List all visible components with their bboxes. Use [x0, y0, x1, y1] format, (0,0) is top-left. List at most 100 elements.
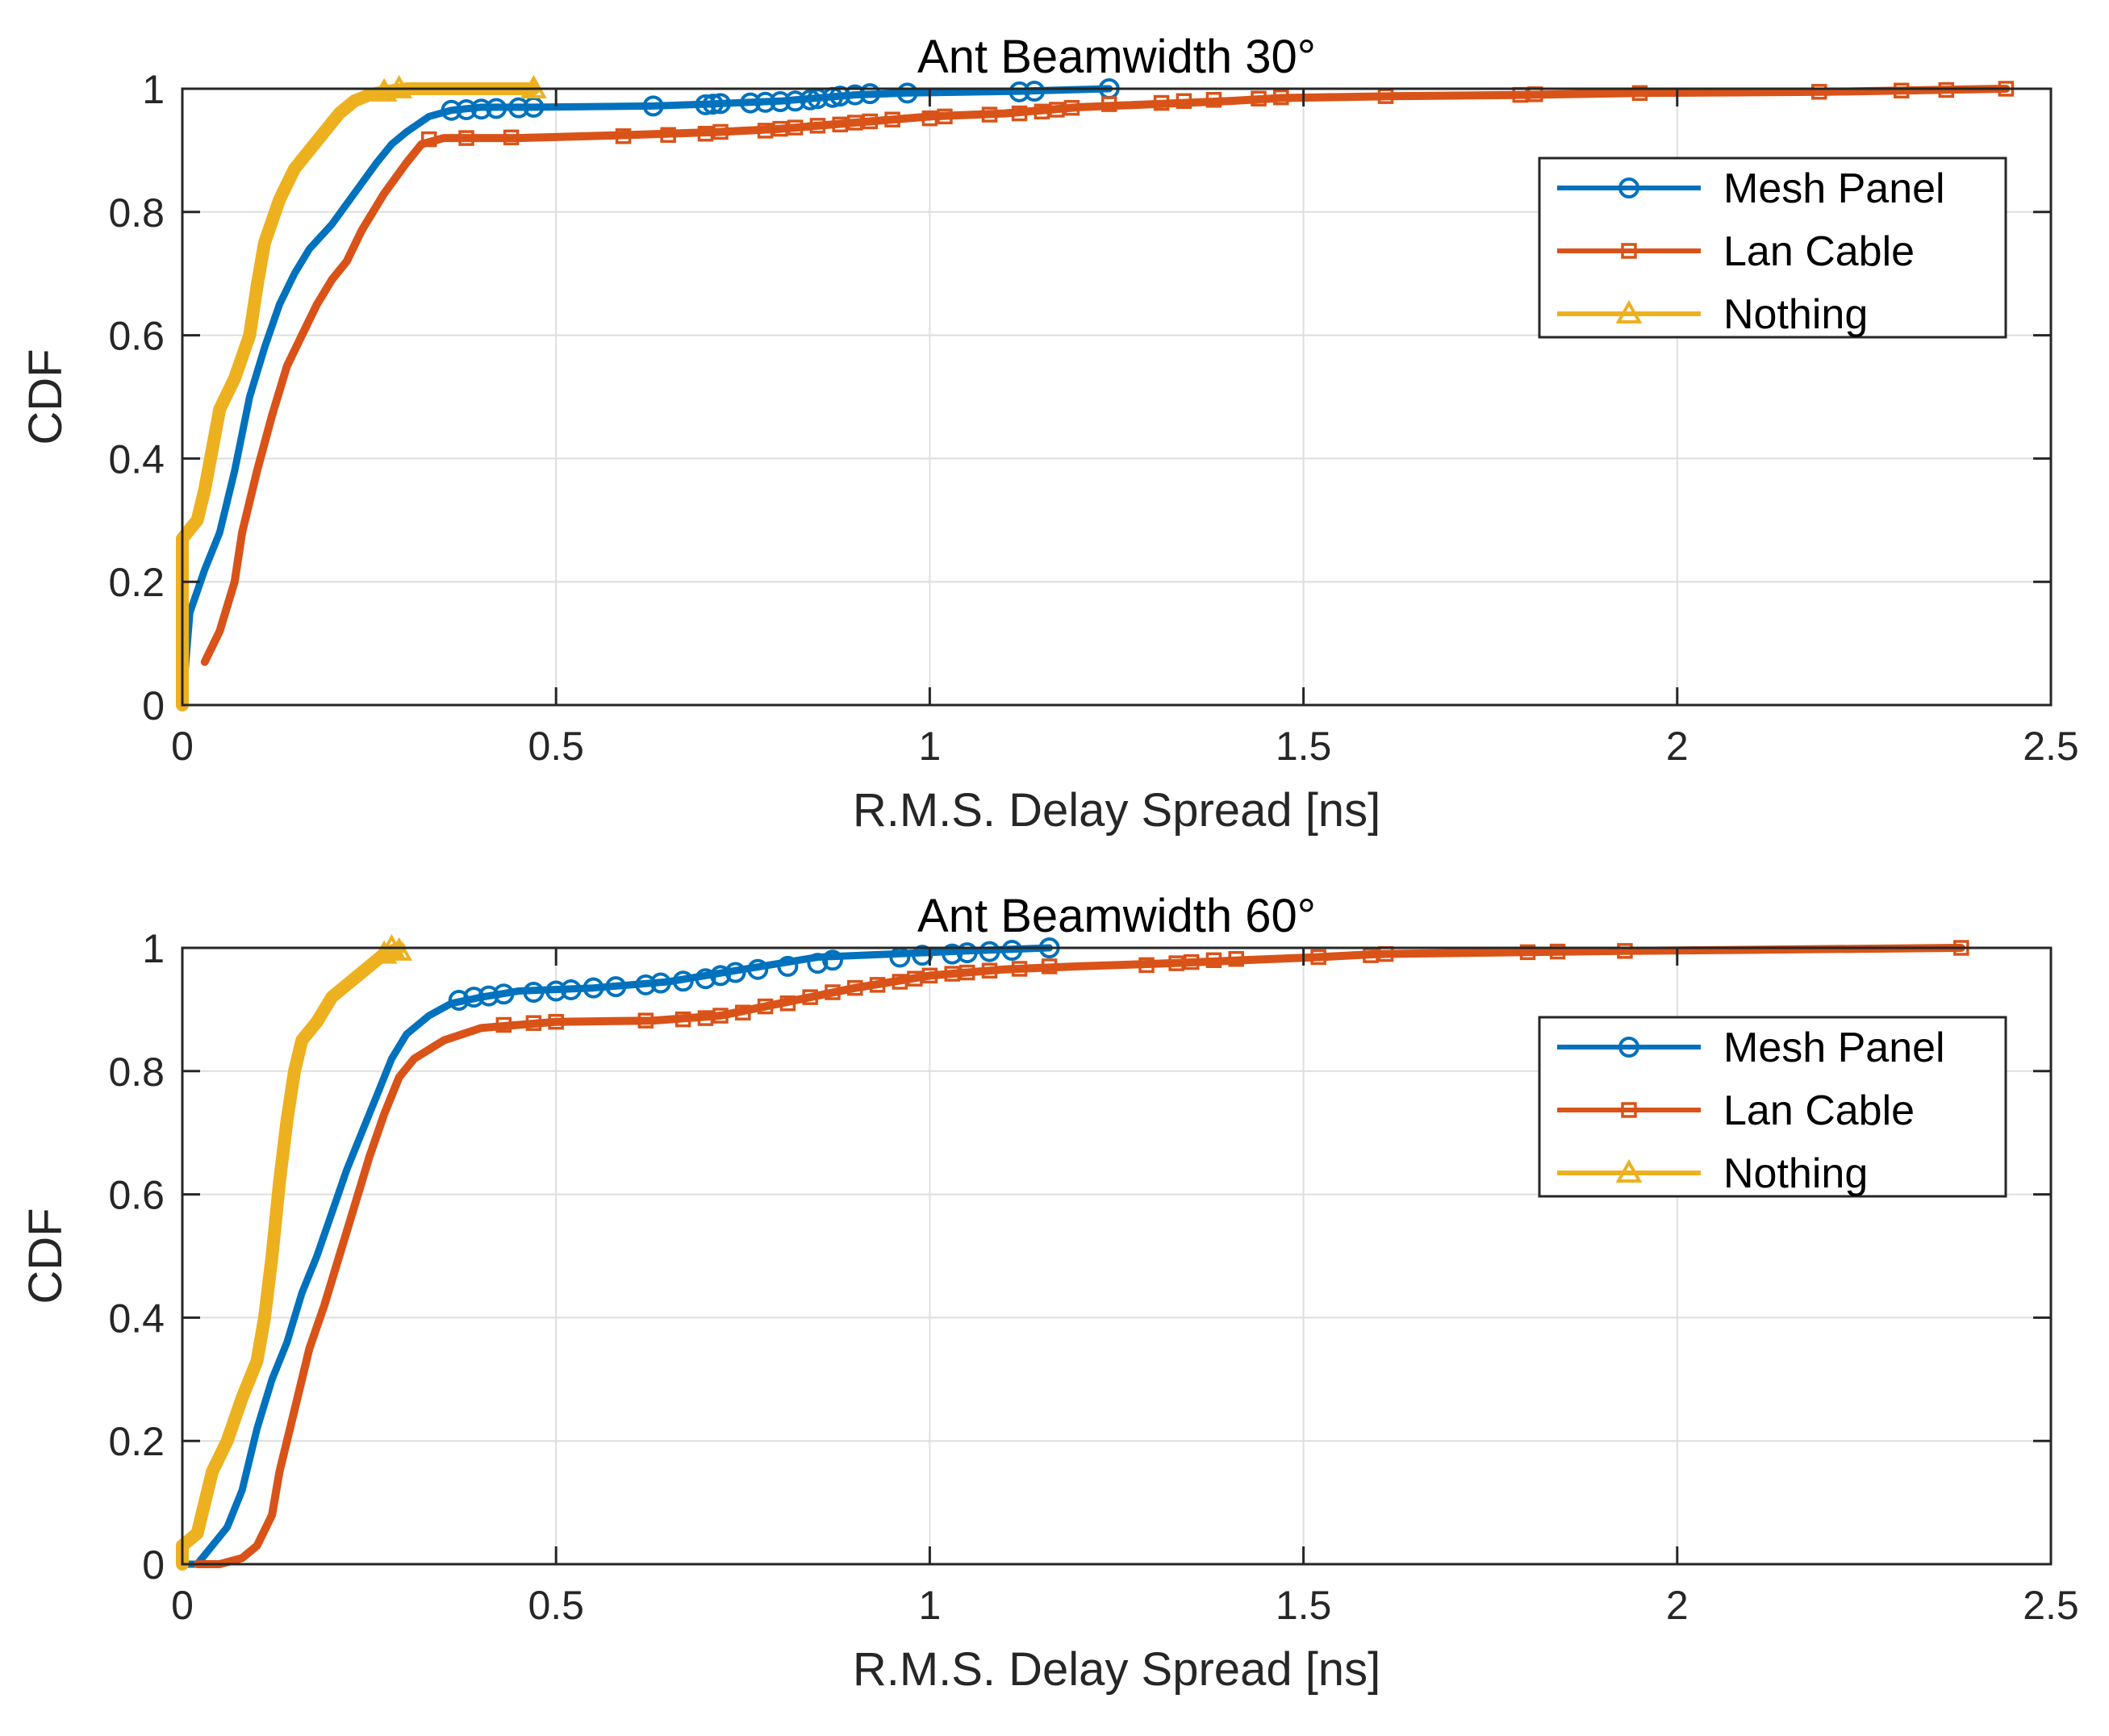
- data-point: [942, 943, 963, 965]
- data-point: [884, 111, 900, 127]
- data-point: [832, 116, 848, 133]
- data-point: [921, 967, 938, 984]
- y-tick-label: 0.6: [108, 314, 165, 359]
- data-point: [470, 98, 492, 120]
- x-tick-label: 2: [1666, 1583, 1689, 1628]
- data-point: [523, 982, 545, 1004]
- data-point: [1183, 954, 1200, 970]
- y-tick-label: 0: [142, 683, 165, 728]
- data-point: [787, 119, 804, 136]
- x-tick-label: 2: [1666, 724, 1689, 769]
- data-point: [1009, 81, 1030, 102]
- legend-item-lan-cable: Lan Cable: [1557, 1087, 1915, 1134]
- legend-label: Nothing: [1723, 1150, 1868, 1197]
- data-point: [637, 1012, 654, 1029]
- data-point: [809, 118, 826, 134]
- data-point: [386, 937, 413, 961]
- data-point: [605, 976, 627, 998]
- series-line: [178, 944, 1054, 1568]
- data-point: [503, 129, 520, 146]
- y-tick-label: 0.6: [108, 1173, 165, 1218]
- data-point: [907, 970, 923, 987]
- data-point: [1811, 84, 1827, 100]
- data-point: [674, 1011, 691, 1028]
- data-point: [912, 945, 933, 966]
- data-point: [458, 130, 474, 146]
- data-point: [1519, 944, 1536, 961]
- series-line: [178, 85, 1113, 709]
- series-mesh-panel: [178, 78, 1120, 709]
- data-point: [757, 998, 774, 1015]
- x-tick-label: 1.5: [1276, 724, 1332, 769]
- data-point: [829, 86, 851, 107]
- x-tick-label: 1: [918, 724, 941, 769]
- data-point: [507, 97, 529, 119]
- triangle-marker-icon: [1615, 299, 1643, 323]
- data-point: [486, 98, 507, 119]
- data-point: [1024, 81, 1046, 102]
- legend-item-mesh-panel: Mesh Panel: [1557, 1024, 1945, 1071]
- data-point: [463, 987, 485, 1008]
- legend: Mesh Panel Lan Cable Nothing: [1538, 156, 2007, 339]
- chart-panel-1: 0 0.5 1 1.5 2 2.5 0 0.2 0.4 0.6 0.8 1 Ant Beamwidth …: [19, 31, 2079, 837]
- y-tick-label: 0.2: [108, 1419, 165, 1464]
- data-point: [697, 1010, 714, 1026]
- data-point: [779, 995, 796, 1012]
- data-point: [448, 989, 470, 1011]
- data-point: [495, 1016, 512, 1033]
- series-mesh-panel: [178, 937, 1060, 1568]
- data-point: [896, 82, 918, 104]
- data-point: [441, 99, 462, 121]
- data-point: [672, 970, 694, 992]
- data-point: [1063, 99, 1080, 116]
- data-point: [725, 962, 746, 983]
- data-point: [1168, 955, 1184, 971]
- circle-marker-icon: [1618, 1037, 1639, 1058]
- data-point: [800, 89, 821, 111]
- data-point: [1176, 93, 1192, 110]
- circle-marker-icon: [1618, 177, 1639, 198]
- data-point: [695, 968, 716, 990]
- data-point: [1205, 952, 1222, 969]
- chart-title: Ant Beamwidth 60°: [917, 890, 1316, 942]
- data-point: [802, 989, 818, 1005]
- data-point: [770, 91, 791, 113]
- data-point: [697, 126, 714, 142]
- data-point: [1631, 85, 1648, 102]
- data-point: [642, 95, 664, 117]
- data-point: [772, 120, 788, 137]
- y-tick-label: 0: [142, 1542, 165, 1588]
- legend-item-nothing: Nothing: [1557, 1150, 1868, 1197]
- data-point: [777, 955, 799, 977]
- data-point: [859, 83, 881, 105]
- y-tick-label: 0.4: [108, 436, 165, 482]
- data-point: [1617, 943, 1633, 959]
- series-line: [193, 944, 1965, 1568]
- series-line: [176, 82, 541, 712]
- data-point: [944, 966, 960, 982]
- data-point: [1310, 949, 1326, 966]
- data-point: [1938, 81, 1955, 98]
- square-marker-icon: [1621, 243, 1637, 259]
- data-point: [695, 94, 716, 115]
- legend-label: Nothing: [1723, 291, 1868, 338]
- y-tick-label: 0.2: [108, 560, 165, 605]
- x-tick-label: 1: [918, 1583, 941, 1628]
- y-axis-label: CDF: [19, 1208, 72, 1304]
- data-point: [862, 113, 879, 130]
- data-point: [560, 979, 582, 1000]
- legend-label: Lan Cable: [1723, 228, 1915, 275]
- axes-frame: [181, 946, 2053, 1566]
- x-axis-label: R.M.S. Delay Spread [ns]: [853, 1643, 1380, 1696]
- legend-item-nothing: Nothing: [1557, 291, 1868, 338]
- data-point: [747, 958, 769, 980]
- data-point: [615, 128, 632, 144]
- chart-panel-2: 0 0.5 1 1.5 2 2.5 0 0.2 0.4 0.6 0.8 1 Ant Beamwidth …: [19, 890, 2079, 1696]
- legend-label: Mesh Panel: [1723, 165, 1945, 212]
- y-tick-label: 1: [142, 926, 165, 971]
- x-tick-label: 2.5: [2023, 724, 2079, 769]
- data-point: [847, 115, 863, 131]
- data-point: [1049, 102, 1065, 118]
- y-tick-label: 0.8: [108, 1050, 165, 1095]
- data-point: [1893, 82, 1910, 99]
